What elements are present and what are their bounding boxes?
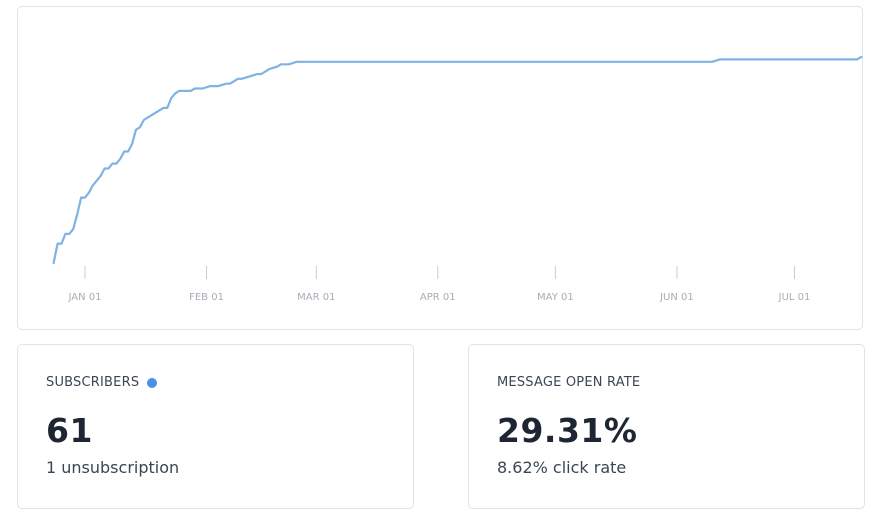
open-rate-title: MESSAGE OPEN RATE — [497, 375, 640, 390]
subscribers-chart-card: JAN 01 FEB 01 MAR 01 APR 01 MAY 01 JUN 01 JUL … — [17, 6, 863, 330]
subscribers-card: SUBSCRIBERS 61 1 unsubscription — [17, 344, 414, 509]
x-tick-label: JAN 01 — [68, 292, 102, 303]
unsubscription-count: 1 unsubscription — [46, 458, 180, 477]
open-rate-card: MESSAGE OPEN RATE 29.31% 8.62% click rat… — [468, 344, 865, 509]
x-tick-label: MAY 01 — [537, 292, 574, 303]
x-tick-label: JUN 01 — [659, 292, 694, 303]
status-dot-icon — [147, 377, 158, 388]
series-line-0 — [52, 55, 863, 265]
subscribers-title-text: SUBSCRIBERS — [46, 375, 140, 390]
open-rate-value: 29.31% — [497, 411, 638, 450]
open-rate-title-text: MESSAGE OPEN RATE — [497, 375, 641, 390]
x-tick-label: FEB 01 — [189, 292, 224, 303]
subscribers-title: SUBSCRIBERS — [46, 375, 158, 390]
x-tick-label: MAR 01 — [297, 292, 335, 303]
x-tick-label: APR 01 — [420, 292, 456, 303]
subscribers-count: 61 — [46, 411, 93, 450]
x-tick-label: JUL 01 — [778, 292, 811, 303]
click-rate-value: 8.62% click rate — [497, 458, 627, 477]
subscribers-line-chart: JAN 01 FEB 01 MAR 01 APR 01 MAY 01 JUN 01 JUL … — [52, 55, 863, 303]
